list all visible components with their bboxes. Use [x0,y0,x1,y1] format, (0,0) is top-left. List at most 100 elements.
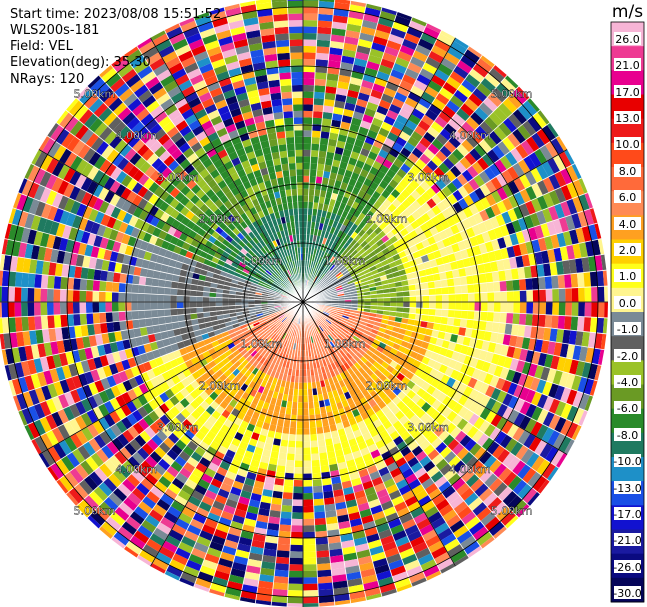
velocity-gate [339,321,347,327]
velocity-gate [418,495,432,507]
velocity-gate [456,530,473,544]
velocity-gate [466,425,479,439]
velocity-gate [493,365,504,378]
velocity-gate [272,490,283,499]
velocity-gate [571,302,579,317]
velocity-gate [464,152,477,166]
velocity-gate [483,97,498,112]
velocity-gate [157,286,165,295]
velocity-gate [327,262,334,270]
velocity-gate [427,358,437,369]
velocity-gate [333,100,346,109]
velocity-gate [513,398,526,413]
velocity-gate [507,495,523,511]
velocity-gate [312,111,323,119]
velocity-gate [445,100,461,114]
velocity-gate [344,452,354,462]
velocity-gate [59,302,67,315]
velocity-gate [491,501,507,517]
velocity-gate [79,290,87,302]
velocity-gate [230,568,246,578]
velocity-gate [364,157,376,167]
velocity-gate [323,268,330,275]
velocity-gate [435,178,447,190]
velocity-gate [310,228,315,235]
velocity-gate [513,177,526,192]
velocity-gate [303,117,313,125]
velocity-gate [449,519,465,534]
velocity-gate [439,446,452,459]
velocity-gate [465,226,476,239]
velocity-gate [486,441,500,455]
velocity-gate [316,556,331,565]
velocity-gate [286,327,292,335]
velocity-gate [358,247,366,256]
velocity-gate [352,262,360,269]
velocity-gate [387,382,397,392]
velocity-gate [183,289,191,297]
velocity-gate [578,346,588,362]
velocity-gate [519,348,529,362]
velocity-gate [336,455,346,464]
velocity-gate [450,260,459,271]
velocity-gate [323,337,330,344]
velocity-gate [594,223,602,240]
velocity-gate [471,368,482,380]
velocity-gate [225,498,238,509]
velocity-gate [390,302,397,307]
velocity-gate [257,580,274,589]
velocity-gate [354,280,362,285]
velocity-gate [491,144,505,160]
velocity-gate [490,331,499,344]
velocity-gate [560,403,573,420]
velocity-gate [387,212,397,222]
velocity-gate [525,277,533,291]
velocity-gate [322,258,328,266]
velocity-gate [372,433,383,444]
velocity-gate [314,72,328,80]
velocity-gate [193,541,209,554]
velocity-gate [454,310,462,319]
velocity-gate [337,291,344,295]
velocity-gate [296,421,303,429]
velocity-gate [571,163,582,180]
velocity-gate [296,415,303,422]
velocity-gate [536,128,551,145]
velocity-gate [268,457,279,466]
velocity-gate [399,44,416,57]
velocity-gate [356,462,367,472]
velocity-gate [415,307,423,315]
velocity-gate [464,327,473,338]
velocity-gate [512,460,526,476]
velocity-gate [342,377,350,386]
velocity-gate [346,254,354,261]
velocity-gate [320,353,325,361]
velocity-gate [168,529,184,542]
velocity-gate [245,471,257,481]
velocity-gate [571,287,579,302]
velocity-gate [238,441,249,451]
velocity-gate [336,230,344,238]
velocity-gate [395,456,408,468]
velocity-gate [437,264,446,274]
velocity-gate [517,324,526,337]
velocity-gate [225,586,242,597]
velocity-gate [372,455,384,465]
velocity-gate [531,391,543,407]
velocity-gate [321,478,332,486]
velocity-gate [258,574,275,583]
velocity-gate [253,480,265,489]
velocity-gate [323,197,331,206]
velocity-gate [457,353,467,364]
velocity-gate [335,87,349,96]
velocity-gate [499,312,507,324]
velocity-gate [504,269,513,281]
velocity-gate [112,282,120,293]
velocity-gate [314,269,320,277]
velocity-gate [361,232,370,241]
velocity-gate [357,359,365,367]
velocity-gate [332,15,349,24]
velocity-gate [292,492,303,500]
velocity-gate [577,316,585,332]
velocity-gate [339,265,346,272]
